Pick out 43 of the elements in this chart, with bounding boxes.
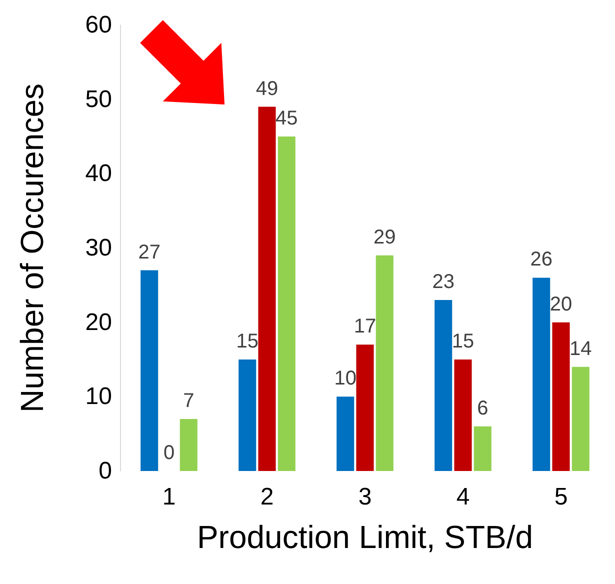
x-tick-label: 2 bbox=[260, 484, 274, 510]
y-tick-label: 30 bbox=[85, 234, 112, 262]
bar bbox=[434, 300, 452, 471]
bar bbox=[336, 396, 354, 471]
data-label: 10 bbox=[334, 368, 356, 390]
bar bbox=[474, 426, 492, 471]
bar bbox=[356, 344, 374, 471]
data-label: 14 bbox=[570, 338, 592, 360]
data-label: 15 bbox=[452, 330, 474, 352]
y-tick-label: 40 bbox=[85, 160, 112, 188]
bar bbox=[552, 322, 570, 471]
x-tick-label: 1 bbox=[162, 484, 176, 510]
x-tick-label: 5 bbox=[554, 484, 568, 510]
data-label: 6 bbox=[477, 397, 488, 420]
y-tick-label: 10 bbox=[85, 383, 112, 410]
x-tick-label: 4 bbox=[456, 484, 470, 510]
y-tick-label: 60 bbox=[85, 12, 112, 38]
y-tick-label: 20 bbox=[85, 308, 112, 336]
data-label: 26 bbox=[530, 248, 552, 271]
bar bbox=[376, 255, 394, 471]
bar bbox=[180, 418, 198, 471]
data-label: 27 bbox=[138, 241, 160, 264]
data-label: 49 bbox=[256, 78, 278, 100]
data-label: 15 bbox=[236, 330, 258, 352]
y-tick-label: 0 bbox=[98, 458, 112, 484]
bar bbox=[572, 366, 590, 471]
data-label: 7 bbox=[183, 390, 194, 412]
bar bbox=[454, 360, 472, 471]
data-label: 23 bbox=[432, 271, 454, 294]
bar bbox=[278, 136, 296, 471]
x-tick-label: 3 bbox=[358, 484, 372, 510]
data-label: 20 bbox=[550, 293, 572, 316]
bar bbox=[532, 278, 550, 471]
data-label: 0 bbox=[163, 442, 175, 464]
data-label: 29 bbox=[374, 226, 396, 248]
bar bbox=[258, 106, 276, 471]
y-axis-title: Number of Occurences bbox=[14, 83, 50, 413]
data-label: 17 bbox=[354, 316, 376, 338]
y-tick-label: 50 bbox=[85, 86, 112, 113]
data-label: 45 bbox=[276, 108, 298, 130]
bar bbox=[238, 360, 256, 471]
x-axis-title: Production Limit, STB/d bbox=[196, 519, 534, 555]
bar bbox=[140, 270, 158, 471]
